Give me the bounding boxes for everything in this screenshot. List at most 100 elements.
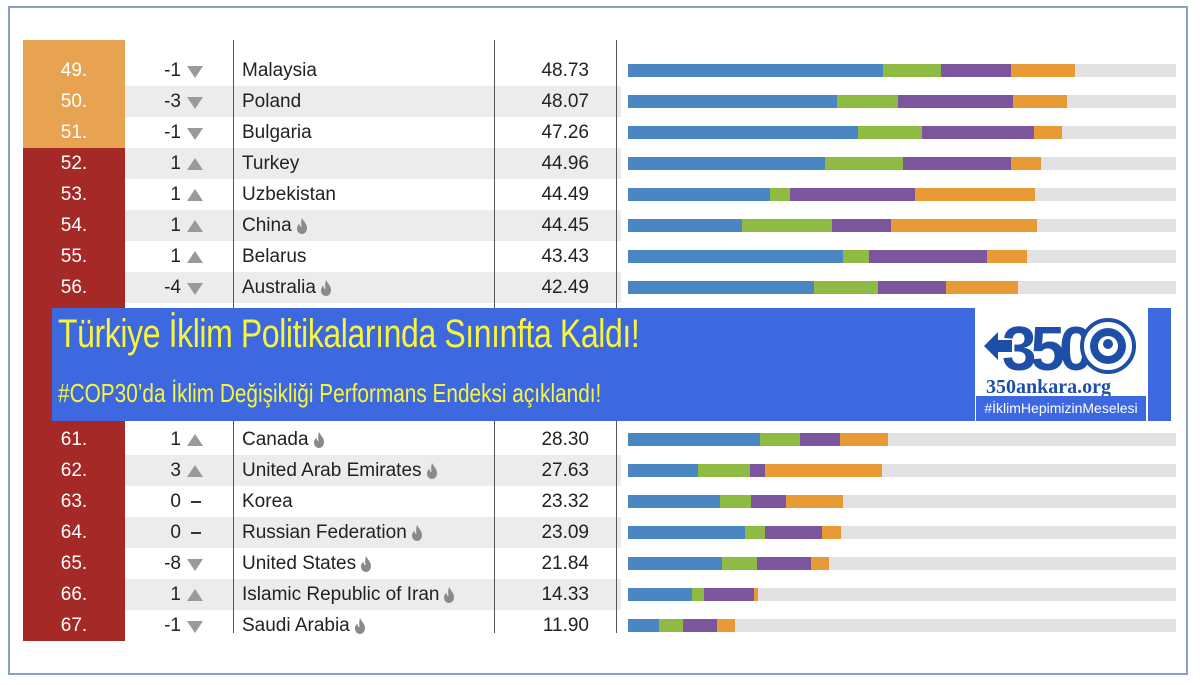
- bar-segment: [749, 464, 765, 477]
- score-value: 27.63: [541, 460, 589, 481]
- arrow-down-icon: [187, 283, 203, 295]
- banner-subtitle: #COP30’da İklim Değişikliği Performans E…: [58, 378, 602, 408]
- bar-segment: [759, 433, 801, 446]
- rank-cell: 49.: [23, 55, 125, 86]
- bar-segment: [941, 64, 1011, 77]
- bar-segment: [757, 557, 812, 570]
- rank-cell: 63.: [23, 486, 125, 517]
- bar-segment: [754, 588, 759, 601]
- change-value: 0: [170, 491, 181, 512]
- bar-segment: [811, 557, 829, 570]
- arrow-down-icon: [187, 66, 203, 78]
- change-cell: -8: [125, 548, 233, 579]
- bar-segment: [858, 126, 922, 139]
- bar-segment: [883, 64, 942, 77]
- score-value: 21.84: [541, 553, 589, 574]
- bar-segment: [1012, 95, 1068, 108]
- bar-segment: [628, 157, 826, 170]
- country-name: Poland: [242, 86, 301, 117]
- arrow-down-icon: [187, 128, 203, 140]
- country-label: United Arab Emirates: [242, 460, 422, 481]
- rank-cell: 64.: [23, 517, 125, 548]
- change-value: 1: [170, 246, 181, 267]
- bar-segment: [628, 281, 815, 294]
- bar-segment: [750, 495, 786, 508]
- score-value: 23.32: [541, 491, 589, 512]
- country-name: China: [242, 210, 308, 241]
- arrow-down-icon: [187, 97, 203, 109]
- bar-segment: [628, 219, 742, 232]
- change-value: 1: [170, 584, 181, 605]
- bar-segment: [741, 219, 832, 232]
- change-value: -1: [164, 615, 181, 636]
- bar-segment: [765, 526, 822, 539]
- arrow-up-icon: [187, 589, 203, 601]
- rank-cell: 65.: [23, 548, 125, 579]
- score-value: 42.49: [541, 277, 589, 298]
- bar-segment: [628, 557, 723, 570]
- rank-cell: 61.: [23, 424, 125, 455]
- table-row: 53. 1 Uzbekistan 44.49: [23, 179, 1178, 210]
- country-name: Bulgaria: [242, 117, 312, 148]
- bar-segment: [915, 188, 1035, 201]
- bar-segment: [628, 619, 659, 632]
- country-label: Canada: [242, 429, 309, 450]
- flame-icon: [444, 586, 455, 603]
- country-name: Russian Federation: [242, 517, 423, 548]
- rank-cell: 51.: [23, 117, 125, 148]
- bar-segment: [869, 250, 988, 263]
- flame-icon: [411, 524, 422, 541]
- bar-segment: [831, 219, 892, 232]
- bar-segment: [698, 464, 750, 477]
- table-row: 54. 1 China 44.45: [23, 210, 1178, 241]
- bar-segment: [1010, 64, 1076, 77]
- country-name: United States: [242, 548, 372, 579]
- logo-350-ankara: 350 350ankara.org #İklimHepimizinMeseles…: [976, 308, 1146, 421]
- headline-banner: Türkiye İklim Politikalarında Sınınfta K…: [52, 308, 975, 421]
- rank-cell: 66.: [23, 579, 125, 610]
- rank-cell: 52.: [23, 148, 125, 179]
- logo-350-mark: 350: [984, 315, 1136, 378]
- rank-cell: 53.: [23, 179, 125, 210]
- bar-segment: [745, 526, 765, 539]
- bar-segment: [722, 557, 758, 570]
- bar-segment: [987, 250, 1027, 263]
- bar-segment: [839, 433, 888, 446]
- bar-segment: [628, 126, 859, 139]
- change-value: 0: [170, 522, 181, 543]
- rank-cell: 62.: [23, 455, 125, 486]
- table-row: 63. 0 Korea 23.32: [23, 486, 1178, 517]
- bar-segment: [703, 588, 755, 601]
- bar-segment: [716, 619, 736, 632]
- change-cell: 1: [125, 241, 233, 272]
- score-value: 43.43: [541, 246, 589, 267]
- table-row: 62. 3 United Arab Emirates 27.63: [23, 455, 1178, 486]
- bar-segment: [877, 281, 946, 294]
- table-row: 65. -8 United States 21.84: [23, 548, 1178, 579]
- change-value: 1: [170, 429, 181, 450]
- score-value: 47.26: [541, 122, 589, 143]
- bar-segment: [945, 281, 1019, 294]
- table-row: 52. 1 Turkey 44.96: [23, 148, 1178, 179]
- bar-segment: [842, 250, 870, 263]
- score-value: 11.90: [542, 615, 589, 636]
- bar-segment: [628, 495, 721, 508]
- change-value: 1: [170, 184, 181, 205]
- table-row: 66. 1 Islamic Republic of Iran 14.33: [23, 579, 1178, 610]
- table-row: 61. 1 Canada 28.30: [23, 424, 1178, 455]
- country-name: Canada: [242, 424, 325, 455]
- change-value: 3: [170, 460, 181, 481]
- bar-segment: [897, 95, 1013, 108]
- country-label: Malaysia: [242, 60, 317, 81]
- country-name: Saudi Arabia: [242, 610, 366, 641]
- score-value: 14.33: [541, 584, 589, 605]
- flame-icon: [354, 617, 365, 634]
- arrow-up-icon: [187, 251, 203, 263]
- arrow-up-icon: [187, 434, 203, 446]
- change-cell: 0: [125, 517, 233, 548]
- bar-segment: [658, 619, 683, 632]
- country-name: United Arab Emirates: [242, 455, 438, 486]
- row-band: [125, 210, 621, 241]
- table-row: 51. -1 Bulgaria 47.26: [23, 117, 1178, 148]
- change-cell: -4: [125, 272, 233, 303]
